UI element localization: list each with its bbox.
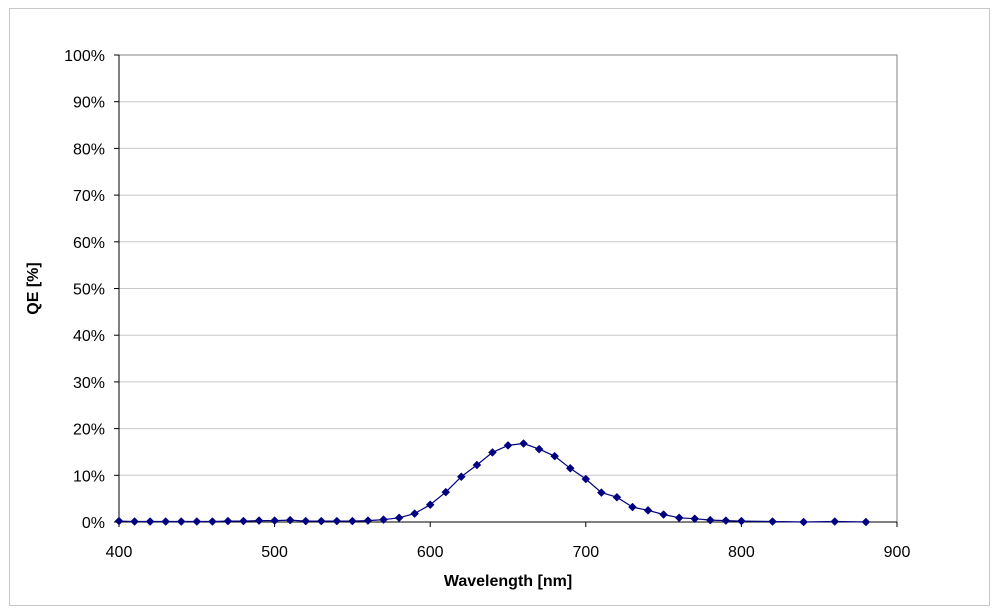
data-point	[643, 505, 653, 515]
gridlines	[119, 54, 897, 476]
data-point	[301, 516, 311, 526]
data-point	[192, 517, 202, 526]
x-tick-label: 700	[572, 544, 599, 561]
data-point	[254, 516, 264, 525]
data-point	[425, 500, 435, 510]
data-point	[239, 516, 248, 526]
x-axis-title: Wavelength [nm]	[444, 573, 572, 590]
y-tick-label: 50%	[73, 282, 105, 299]
x-tick-label: 500	[261, 544, 288, 561]
data-point	[659, 510, 668, 519]
x-tick-label: 800	[728, 544, 755, 561]
y-tick-label: 20%	[73, 422, 105, 439]
data-point	[519, 439, 528, 448]
y-tick-label: 70%	[73, 188, 105, 205]
data-point	[628, 502, 637, 512]
data-point	[861, 517, 871, 527]
data-point	[270, 516, 279, 525]
y-axis-title: QE [%]	[25, 262, 42, 314]
y-tick-label: 60%	[73, 235, 105, 252]
y-tick-label: 10%	[73, 468, 105, 485]
data-point	[348, 516, 357, 526]
data-point	[114, 516, 124, 526]
data-point	[721, 516, 731, 525]
data-point	[223, 516, 233, 526]
y-tick-label: 0%	[82, 515, 105, 532]
data-point	[145, 517, 155, 526]
data-point	[176, 517, 186, 526]
data-point	[441, 487, 451, 497]
data-point	[503, 441, 513, 450]
x-tick-labels: 400 500 600 700 800 900	[106, 544, 911, 561]
y-tick-label: 100%	[64, 48, 105, 65]
data-point	[690, 514, 700, 524]
y-tick-label: 80%	[73, 141, 105, 158]
data-point	[410, 509, 419, 518]
data-point	[612, 492, 622, 502]
data-point	[565, 463, 575, 473]
series-qe	[114, 439, 871, 527]
x-tick-label: 900	[884, 544, 911, 561]
y-tick-label: 40%	[73, 328, 105, 345]
data-point	[456, 472, 466, 482]
data-point	[799, 517, 808, 527]
data-point	[768, 517, 777, 526]
data-point	[316, 516, 326, 526]
data-point	[597, 488, 606, 497]
x-tick-label: 400	[106, 544, 133, 561]
data-point	[208, 517, 217, 526]
data-point	[674, 513, 684, 523]
data-point	[472, 460, 482, 470]
data-point	[285, 515, 295, 525]
data-point	[581, 474, 591, 484]
data-point	[161, 517, 171, 526]
chart-frame: 0% 10% 20% 30% 40% 50% 60% 70% 80% 90% 100% 400 500…	[9, 8, 990, 606]
data-point	[830, 517, 840, 526]
data-point	[379, 515, 388, 525]
y-tick-label: 90%	[73, 95, 105, 112]
data-point	[705, 515, 715, 525]
qe-chart: 0% 10% 20% 30% 40% 50% 60% 70% 80% 90% 100% 400 500…	[25, 48, 911, 590]
data-point	[550, 451, 560, 461]
data-point	[363, 516, 373, 525]
data-point	[394, 513, 404, 523]
x-tick-label: 600	[417, 544, 444, 561]
data-point	[130, 517, 139, 526]
data-point	[332, 516, 342, 526]
axes	[114, 54, 898, 527]
data-point	[737, 516, 746, 526]
data-point	[488, 448, 497, 457]
y-tick-labels: 0% 10% 20% 30% 40% 50% 60% 70% 80% 90% 100%	[64, 48, 105, 532]
data-point	[534, 444, 544, 454]
y-tick-label: 30%	[73, 375, 105, 392]
